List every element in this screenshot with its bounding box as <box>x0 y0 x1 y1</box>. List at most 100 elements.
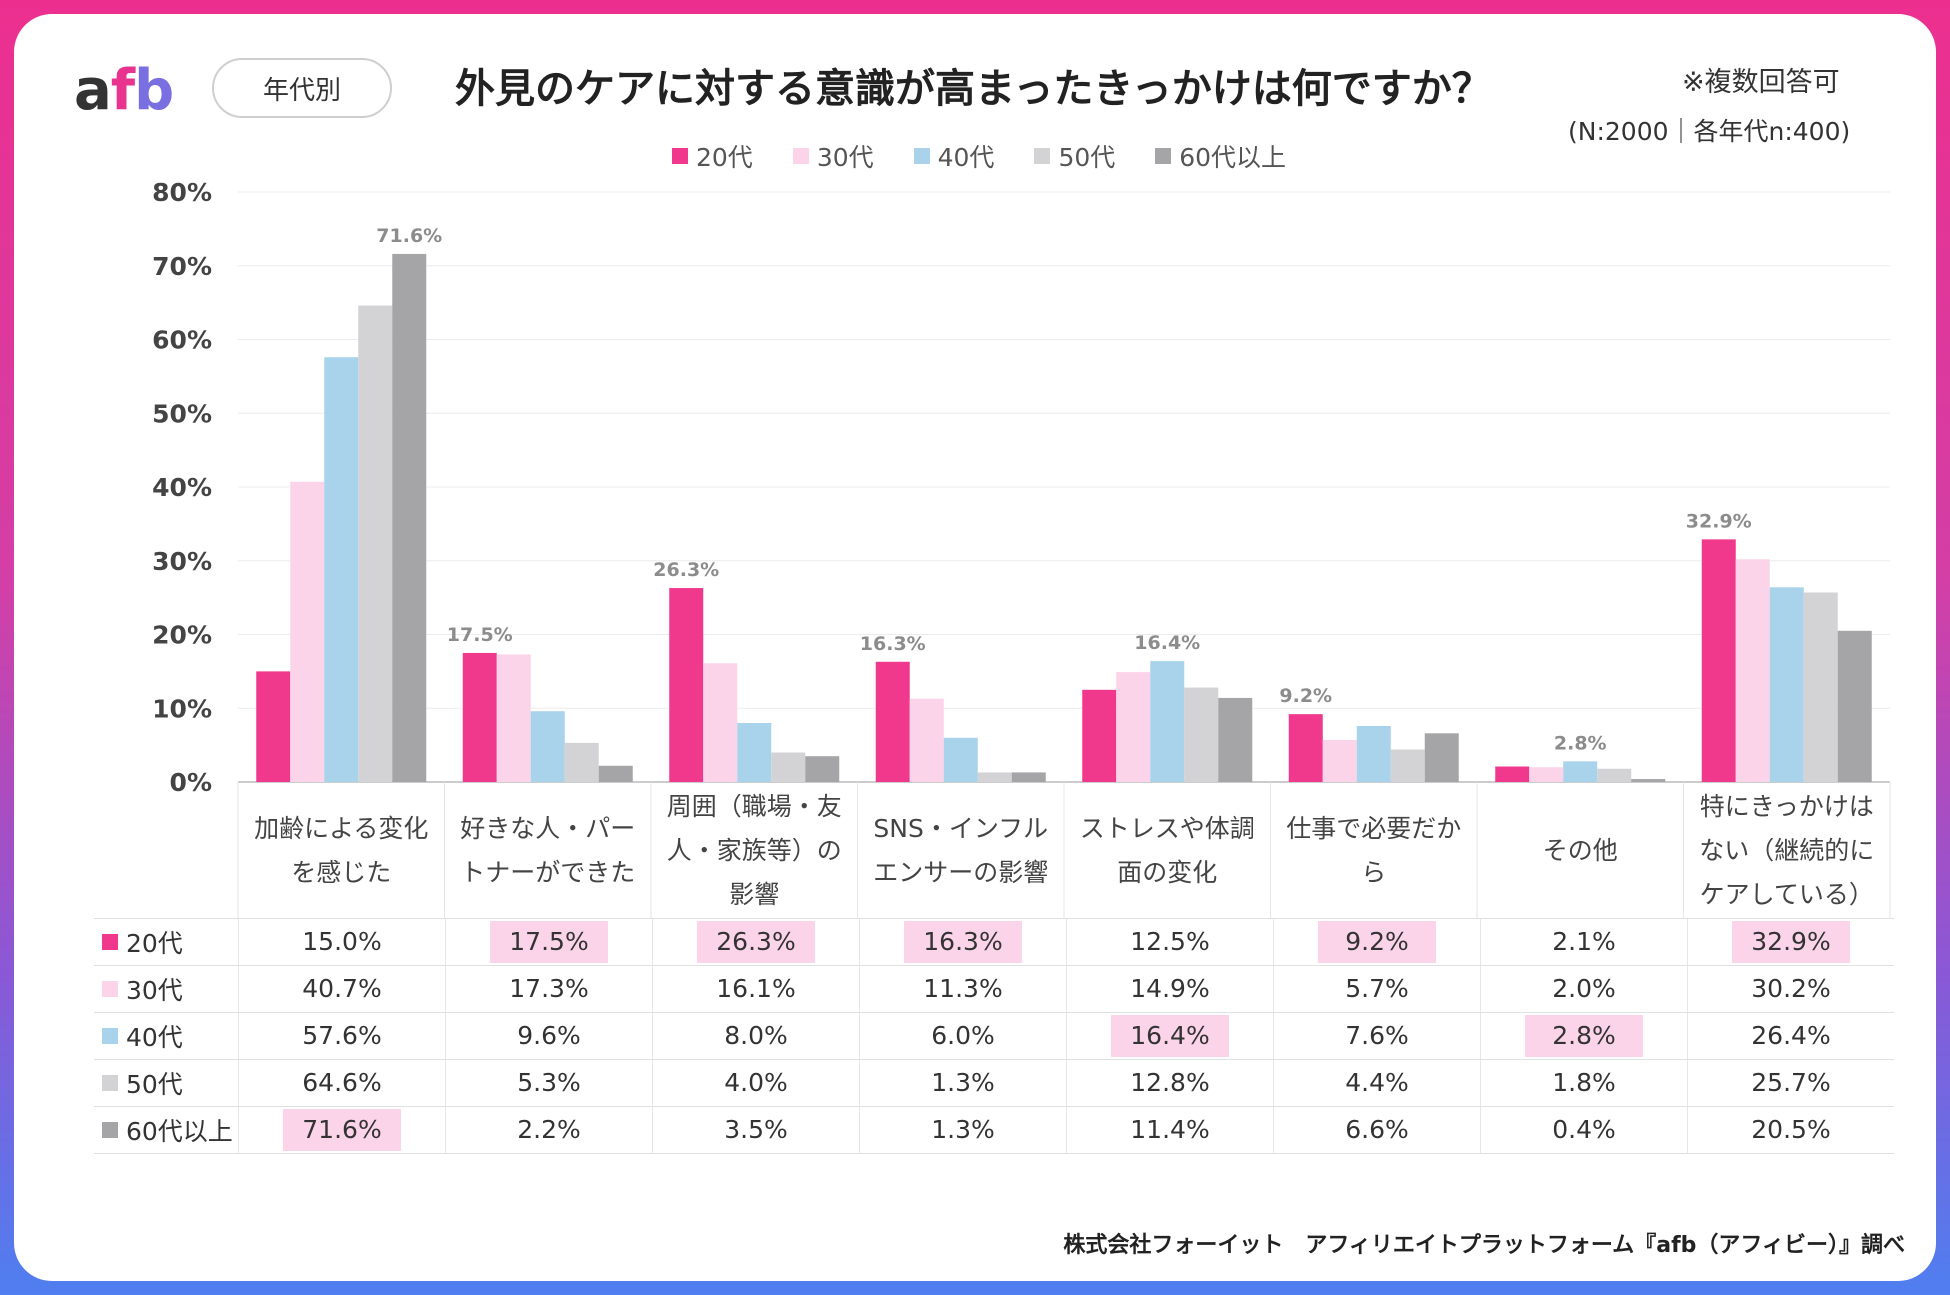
bar <box>1495 766 1530 782</box>
bar <box>1803 592 1838 782</box>
table-row: 20代 15.0% 17.5% 26.3% 16.3% 12.5% 9.2% 2.1% 32.9… <box>94 918 1894 966</box>
table-cell: 6.6% <box>1273 1106 1481 1154</box>
bar <box>462 652 497 782</box>
cell-value: 3.5% <box>724 1115 788 1144</box>
bar <box>1529 767 1564 782</box>
cell-value: 5.3% <box>517 1068 581 1097</box>
bar <box>1184 687 1219 782</box>
table-cell: 9.6% <box>445 1012 653 1060</box>
table-cell: 26.4% <box>1687 1012 1894 1060</box>
multiple-answer-note: ※複数回答可 <box>1682 67 1840 98</box>
cell-value: 7.6% <box>1345 1021 1409 1050</box>
table-cell: 5.3% <box>445 1059 653 1107</box>
table-cell: 2.1% <box>1480 918 1688 966</box>
category-label: トナーができた <box>460 858 635 887</box>
category-label: 影響 <box>729 880 779 909</box>
table-cell: 14.9% <box>1066 965 1274 1013</box>
bar <box>1011 772 1046 782</box>
table-cell: 64.6% <box>238 1059 446 1107</box>
table-cell: 25.7% <box>1687 1059 1894 1107</box>
row-label: 50代 <box>94 1059 239 1107</box>
legend-item: 40代 <box>913 138 994 174</box>
table-row: 60代以上 71.6% 2.2% 3.5% 1.3% 11.4% 6.6% 0.4% 20.5% <box>94 1106 1894 1154</box>
bar-value-label: 26.3% <box>653 559 719 581</box>
bar-value-label: 17.5% <box>447 624 513 646</box>
table-cell: 1.3% <box>859 1106 1067 1154</box>
filter-pill: 年代別 <box>212 58 392 118</box>
cell-value: 8.0% <box>724 1021 788 1050</box>
category-label: ケアしている） <box>1700 880 1874 909</box>
afb-logo: afb <box>74 58 174 123</box>
row-label-text: 40代 <box>126 1023 183 1052</box>
cell-value: 9.6% <box>517 1021 581 1050</box>
table-cell: 2.0% <box>1480 965 1688 1013</box>
legend-label: 50代 <box>1058 143 1116 172</box>
sample-size-note: (N:2000｜各年代n:400) <box>1568 117 1851 146</box>
bar-value-label: 2.8% <box>1554 732 1607 754</box>
cell-value: 14.9% <box>1130 974 1210 1003</box>
chart-legend: 20代 30代 40代 50代 60代以上 <box>672 138 1286 174</box>
cell-value: 6.6% <box>1345 1115 1409 1144</box>
legend-label: 60代以上 <box>1179 143 1287 172</box>
table-cell: 4.0% <box>652 1059 860 1107</box>
cell-value: 9.2% <box>1318 921 1436 963</box>
table-cell: 11.4% <box>1066 1106 1274 1154</box>
data-table: 20代 15.0% 17.5% 26.3% 16.3% 12.5% 9.2% 2.1% 32.9… <box>94 918 1894 1154</box>
bar <box>1769 587 1804 782</box>
bar <box>1597 768 1632 782</box>
table-cell: 16.4% <box>1066 1012 1274 1060</box>
table-cell: 2.2% <box>445 1106 653 1154</box>
row-label-text: 50代 <box>126 1070 183 1099</box>
cell-value: 6.0% <box>931 1021 995 1050</box>
table-row: 50代 64.6% 5.3% 4.0% 1.3% 12.8% 4.4% 1.8% 25.7% <box>94 1059 1894 1107</box>
cell-value: 15.0% <box>302 927 382 956</box>
table-cell: 7.6% <box>1273 1012 1481 1060</box>
row-label: 40代 <box>94 1012 239 1060</box>
chart-title: 外見のケアに対する意識が高まったきっかけは何ですか？ <box>455 66 1492 112</box>
bar <box>1424 733 1459 782</box>
cell-value: 12.8% <box>1130 1068 1210 1097</box>
bar <box>324 357 359 782</box>
bar <box>1390 749 1425 782</box>
bar <box>875 661 910 782</box>
cell-value: 32.9% <box>1732 921 1850 963</box>
legend-swatch <box>1155 148 1172 164</box>
table-cell: 0.4% <box>1480 1106 1688 1154</box>
cell-value: 26.4% <box>1751 1021 1831 1050</box>
cell-value: 26.3% <box>697 921 815 963</box>
y-tick-label: 30% <box>152 547 212 576</box>
cell-value: 1.3% <box>931 1115 995 1144</box>
legend-item: 50代 <box>1034 138 1115 174</box>
row-label-text: 30代 <box>126 976 183 1005</box>
bar <box>737 723 772 782</box>
cell-value: 16.1% <box>716 974 796 1003</box>
legend-item: 20代 <box>672 138 753 174</box>
y-tick-label: 10% <box>152 694 212 723</box>
cell-value: 0.4% <box>1552 1115 1616 1144</box>
bar <box>290 481 325 782</box>
bar <box>1631 779 1666 782</box>
cell-value: 2.2% <box>517 1115 581 1144</box>
y-tick-label: 80% <box>152 178 212 207</box>
table-cell: 6.0% <box>859 1012 1067 1060</box>
bar <box>496 654 531 782</box>
category-label: 周囲（職場・友 <box>667 792 842 821</box>
category-label: 加齢による変化 <box>254 814 428 843</box>
table-cell: 16.3% <box>859 918 1067 966</box>
table-row: 30代 40.7% 17.3% 16.1% 11.3% 14.9% 5.7% 2.0% 30.2… <box>94 965 1894 1013</box>
row-swatch <box>102 1075 118 1091</box>
row-swatch <box>102 1122 118 1138</box>
cell-value: 16.4% <box>1111 1015 1229 1057</box>
category-label: 特にきっかけは <box>1700 792 1874 821</box>
table-cell: 17.3% <box>445 965 653 1013</box>
legend-swatch <box>792 148 809 164</box>
bar <box>1356 725 1391 782</box>
legend-item: 30代 <box>792 138 874 174</box>
table-cell: 20.5% <box>1687 1106 1894 1154</box>
cell-value: 20.5% <box>1751 1115 1831 1144</box>
legend-swatch <box>672 148 688 164</box>
cell-value: 30.2% <box>1751 974 1831 1003</box>
table-cell: 71.6% <box>238 1106 446 1154</box>
table-cell: 12.8% <box>1066 1059 1274 1107</box>
bar <box>703 663 738 782</box>
